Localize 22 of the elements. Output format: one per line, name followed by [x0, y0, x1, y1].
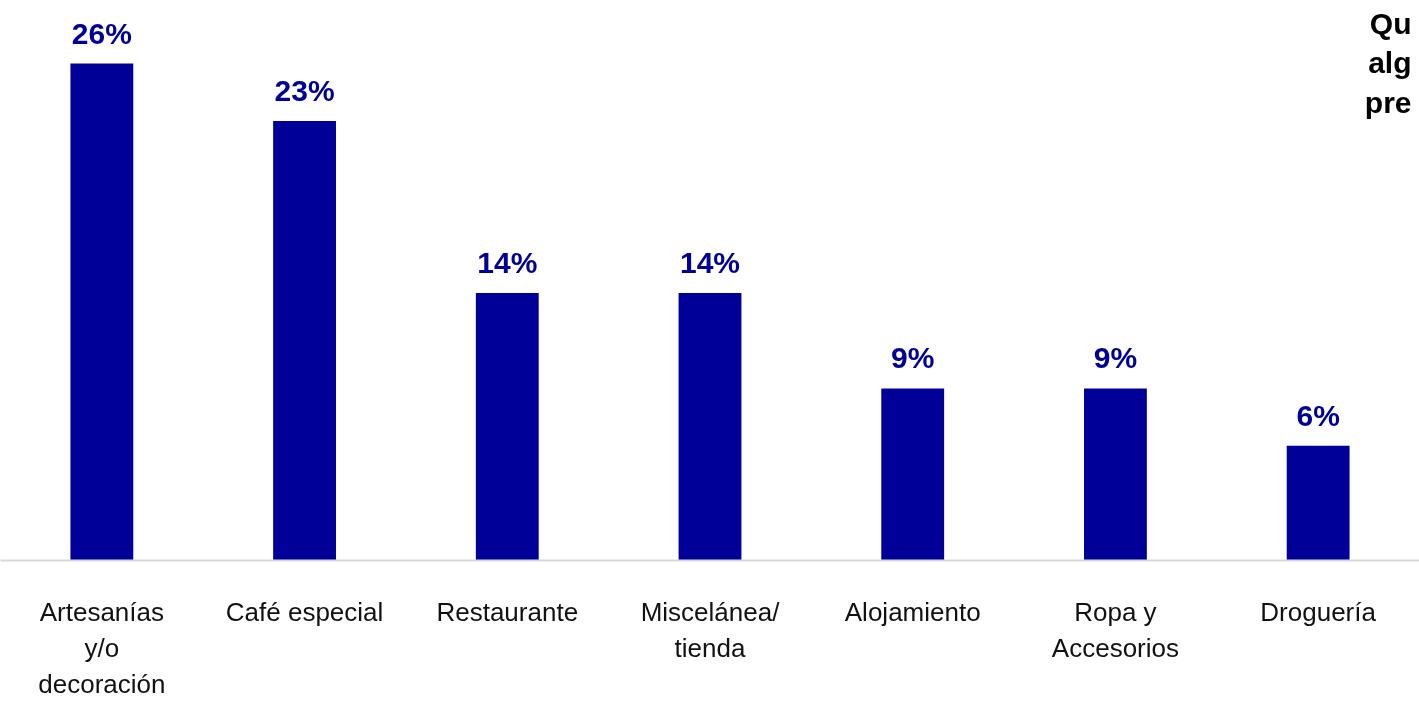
data-label: 6%	[1296, 398, 1340, 432]
data-label: 14%	[679, 245, 741, 279]
x-tick-label: Ropa y Accesorios	[1051, 596, 1180, 663]
x-tick-label: Droguería	[1260, 596, 1377, 627]
x-tick-label: Café especial	[225, 596, 384, 627]
x-tick-label: Restaurante	[436, 596, 579, 627]
x-tick-label: Miscelánea/ tienda	[640, 596, 781, 663]
data-label: 9%	[1093, 341, 1138, 375]
bar	[881, 388, 945, 561]
bar	[70, 63, 134, 561]
data-label: 26%	[71, 16, 132, 50]
data-label: 14%	[477, 245, 538, 279]
x-tick-label: Artesanías y/o decoración	[38, 596, 166, 699]
x-tick-label: Alojamiento	[844, 596, 981, 627]
bar	[273, 120, 336, 561]
bar	[1084, 388, 1147, 561]
bar	[678, 292, 742, 561]
data-label: 23%	[274, 73, 335, 107]
annotation: Qu alg pre	[1364, 6, 1412, 119]
bar	[1286, 445, 1350, 561]
bar	[475, 292, 539, 561]
data-label: 9%	[891, 341, 935, 375]
